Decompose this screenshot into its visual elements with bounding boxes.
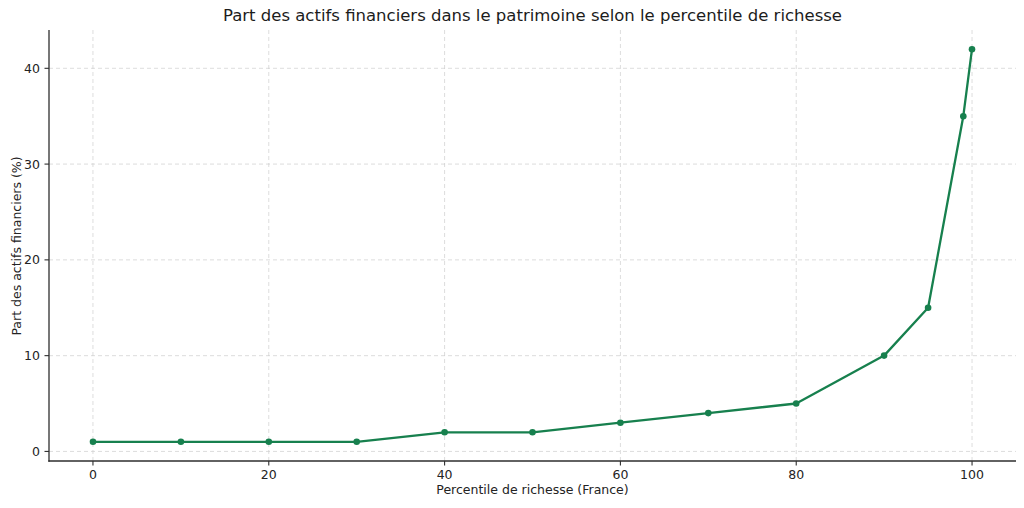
data-point [529, 429, 536, 436]
data-point [441, 429, 448, 436]
data-point [705, 410, 712, 417]
line-chart-figure: Part des actifs financiers dans le patri… [0, 0, 1024, 508]
y-tick-label: 0 [32, 444, 40, 459]
data-line [93, 49, 972, 442]
data-point [793, 400, 800, 407]
x-tick-label: 100 [960, 467, 984, 482]
x-tick-label: 20 [261, 467, 277, 482]
y-tick-label: 20 [24, 252, 40, 267]
data-point [925, 305, 932, 312]
data-point [617, 419, 624, 426]
x-tick-label: 40 [437, 467, 453, 482]
y-axis-label: Part des actifs financiers (%) [9, 156, 24, 335]
x-axis-label: Percentile de richesse (France) [49, 482, 1016, 497]
data-point [353, 439, 360, 446]
x-tick-label: 0 [89, 467, 97, 482]
line-chart-svg: 0 20 40 60 80 100 0 10 20 30 40 [0, 0, 1024, 508]
y-tick-label: 30 [24, 157, 40, 172]
data-point [881, 352, 888, 359]
data-point [266, 439, 273, 446]
data-point [178, 439, 185, 446]
y-tick-label: 10 [24, 348, 40, 363]
data-point [960, 113, 967, 120]
y-tick-label: 40 [24, 61, 40, 76]
data-point [969, 46, 976, 53]
x-tick-label: 60 [612, 467, 628, 482]
data-point [90, 439, 97, 446]
x-tick-label: 80 [788, 467, 804, 482]
